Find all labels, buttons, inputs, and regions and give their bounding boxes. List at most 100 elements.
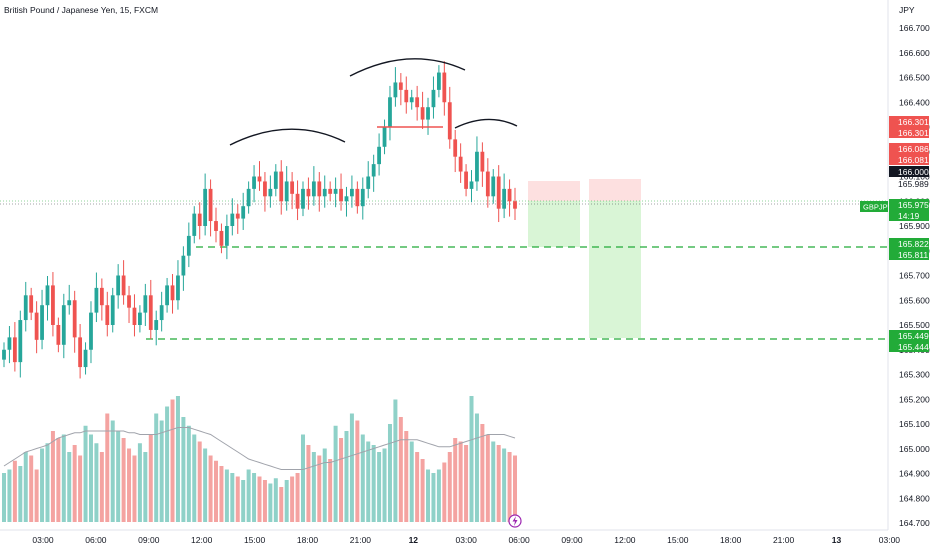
volume-bar xyxy=(464,445,469,522)
candle-body xyxy=(29,295,34,313)
price-tag: 166.301 xyxy=(889,116,929,127)
price-tick-label: 165.200 xyxy=(899,394,930,404)
volume-bar xyxy=(29,455,34,522)
candles xyxy=(2,61,517,379)
candle-body xyxy=(203,188,208,226)
time-tick-label: 03:00 xyxy=(32,535,54,545)
volume-bar xyxy=(208,455,213,522)
volume-bar xyxy=(148,434,153,522)
volume-bar xyxy=(2,473,6,522)
time-axis[interactable]: 03:00 06:00 09:00 12:00 15:00 18:00 21:00 12 03:… xyxy=(32,535,900,545)
price-tick-label: 165.700 xyxy=(899,271,930,281)
volume-bar xyxy=(170,399,175,522)
candle-body xyxy=(170,285,175,301)
volume-bar xyxy=(262,480,267,522)
time-tick-label: 21:00 xyxy=(773,535,795,545)
price-tick-label: 166.400 xyxy=(899,97,930,107)
price-tag-label: 165.449 xyxy=(898,331,929,341)
volume-bar xyxy=(7,469,12,522)
price-tick-label: 166.700 xyxy=(899,23,930,33)
time-tick-label: 09:00 xyxy=(138,535,160,545)
volume-bar xyxy=(45,443,50,522)
volume-bar xyxy=(295,473,300,522)
candle-body xyxy=(246,188,251,207)
candle-body xyxy=(7,337,12,350)
price-tag-label: 166.086 xyxy=(898,144,929,154)
volume-bar xyxy=(186,425,191,522)
volume-bar xyxy=(246,469,251,522)
volume-bar xyxy=(306,445,311,522)
candle-body xyxy=(328,188,333,194)
left-shoulder-arc[interactable] xyxy=(229,128,346,146)
candle-body xyxy=(110,295,115,325)
candle-body xyxy=(257,176,262,182)
symbol-badge[interactable]: GBPJPY xyxy=(860,201,893,212)
volume-bar xyxy=(387,424,392,522)
candle-body xyxy=(23,295,28,321)
volume-bar xyxy=(300,434,305,522)
candle-body xyxy=(116,275,121,296)
price-tag: 14:19 xyxy=(889,210,929,221)
candle-body xyxy=(404,89,409,103)
volume-bar xyxy=(235,476,240,522)
volume-bar xyxy=(83,425,88,522)
candle-body xyxy=(105,305,110,325)
head-arc[interactable] xyxy=(349,58,466,77)
time-tick-label: 03:00 xyxy=(879,535,901,545)
candle-body xyxy=(496,176,501,209)
volume-bar xyxy=(40,448,45,522)
price-tag: 165.444 xyxy=(889,341,929,352)
volume-bars xyxy=(2,396,517,522)
volume-bar xyxy=(12,460,17,522)
price-tick-label: 166.500 xyxy=(899,73,930,83)
candle-body xyxy=(219,230,224,246)
volume-bar xyxy=(116,431,121,522)
volume-bar xyxy=(99,452,104,522)
price-tag-label: 14:19 xyxy=(898,211,920,221)
stop-zone-1[interactable] xyxy=(528,181,580,201)
volume-bar xyxy=(344,431,349,522)
price-tag: 166.086 xyxy=(889,143,929,154)
volume-bar xyxy=(426,469,431,522)
price-tag: 165.811 xyxy=(889,249,929,260)
lightning-icon[interactable] xyxy=(508,514,522,528)
candle-body xyxy=(186,235,191,256)
volume-bar xyxy=(513,455,517,522)
time-tick-label: 18:00 xyxy=(297,535,319,545)
target-zone-1[interactable] xyxy=(528,201,580,247)
candle-body xyxy=(224,226,229,246)
symbol-title[interactable]: British Pound / Japanese Yen, 15, FXCM xyxy=(4,5,158,15)
volume-bar xyxy=(257,476,262,522)
volume-bar xyxy=(290,476,295,522)
price-axis[interactable]: 166.700166.600166.500166.400166.300166.2… xyxy=(899,23,930,528)
volume-bar xyxy=(485,434,490,522)
candle-body xyxy=(121,275,126,296)
candle-body xyxy=(317,181,322,197)
target-zone-2[interactable] xyxy=(589,201,641,338)
stop-zone-2[interactable] xyxy=(589,179,641,201)
candle-body xyxy=(475,151,479,182)
time-tick-label: 06:00 xyxy=(85,535,107,545)
volume-bar xyxy=(224,469,229,522)
volume-bar xyxy=(181,417,186,522)
right-shoulder-arc[interactable] xyxy=(454,118,518,129)
candle-body xyxy=(366,176,371,189)
candle-body xyxy=(485,171,490,197)
candle-body xyxy=(159,305,164,321)
volume-bar xyxy=(322,448,327,522)
price-tick-label: 165.300 xyxy=(899,370,930,380)
candle-body xyxy=(295,193,300,209)
price-tick-label: 164.900 xyxy=(899,469,930,479)
candle-body xyxy=(290,181,295,194)
volume-bar xyxy=(420,459,425,522)
volume-bar xyxy=(393,399,398,522)
volume-bar xyxy=(507,452,512,522)
candle-body xyxy=(56,325,61,345)
volume-bar xyxy=(67,452,72,522)
volume-bar xyxy=(192,434,197,522)
price-tick-label: 164.700 xyxy=(899,518,930,528)
candle-body xyxy=(61,305,66,345)
